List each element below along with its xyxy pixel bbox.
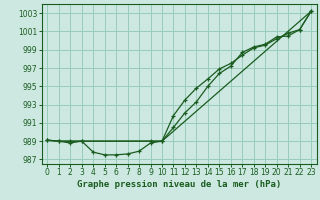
X-axis label: Graphe pression niveau de la mer (hPa): Graphe pression niveau de la mer (hPa) xyxy=(77,180,281,189)
